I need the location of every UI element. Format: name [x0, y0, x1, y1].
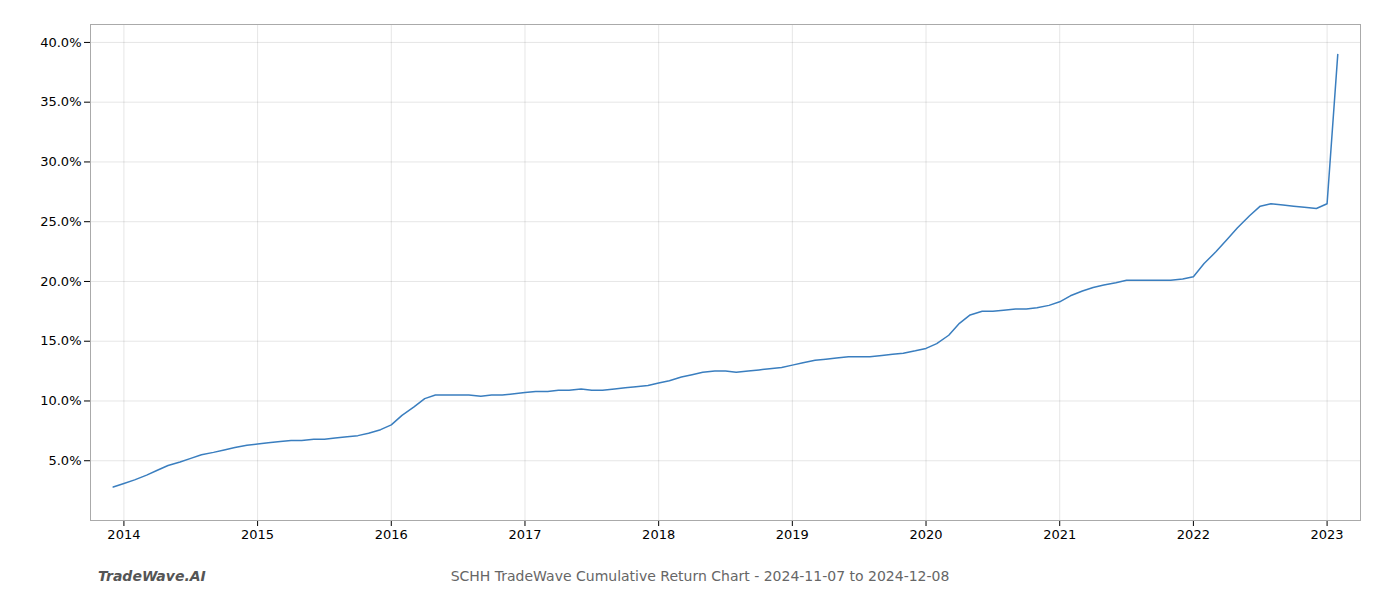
- svg-text:2015: 2015: [241, 527, 274, 542]
- svg-text:2018: 2018: [642, 527, 675, 542]
- svg-text:40.0%: 40.0%: [40, 35, 81, 50]
- svg-text:25.0%: 25.0%: [40, 214, 81, 229]
- svg-text:2016: 2016: [375, 527, 408, 542]
- html-text:TradeWave.AI: TradeWave.AI: [98, 568, 206, 584]
- svg-text:2021: 2021: [1043, 527, 1076, 542]
- svg-text:2022: 2022: [1177, 527, 1210, 542]
- svg-text:35.0%: 35.0%: [40, 94, 81, 109]
- svg-text:5.0%: 5.0%: [48, 453, 81, 468]
- svg-text:2019: 2019: [776, 527, 809, 542]
- svg-text:2014: 2014: [107, 527, 140, 542]
- svg-text:2023: 2023: [1311, 527, 1344, 542]
- svg-text:15.0%: 15.0%: [40, 333, 81, 348]
- html-text:SCHH TradeWave Cumulative Retu: SCHH TradeWave Cumulative Return Chart -…: [450, 568, 950, 584]
- svg-text:2017: 2017: [508, 527, 541, 542]
- svg-text:30.0%: 30.0%: [40, 154, 81, 169]
- svg-text:20.0%: 20.0%: [40, 274, 81, 289]
- svg-text:2020: 2020: [909, 527, 942, 542]
- svg-text:10.0%: 10.0%: [40, 393, 81, 408]
